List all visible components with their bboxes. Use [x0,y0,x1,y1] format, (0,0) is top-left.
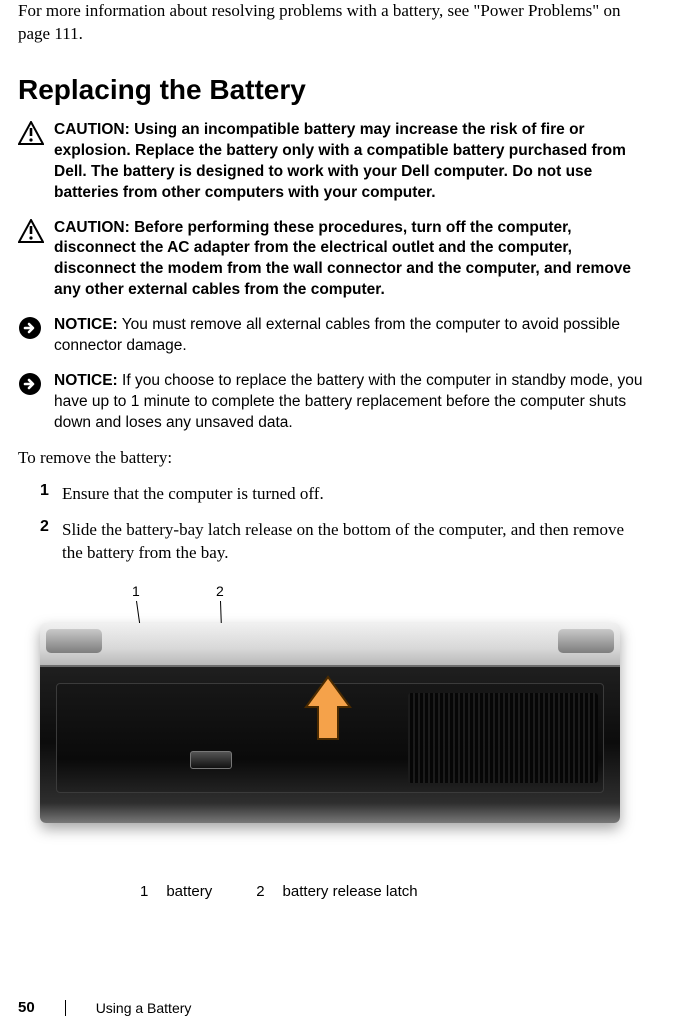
figure-callout-1: 1 [132,583,140,599]
legend-item-1: 1 battery [140,883,212,900]
caution-1-text: CAUTION: Using an incompatible battery m… [54,120,648,204]
notice-icon [18,316,48,345]
laptop-bottom-illustration [40,623,620,823]
page-number: 50 [18,999,35,1016]
caution-icon [18,121,48,150]
battery-release-latch [190,751,232,769]
page-footer: 50 Using a Battery [18,999,191,1016]
figure-callout-2: 2 [216,583,224,599]
step-number: 1 [40,482,62,506]
caution-2-text: CAUTION: Before performing these procedu… [54,218,648,302]
vent-grille [408,693,598,783]
caution-icon [18,219,48,248]
laptop-edge [40,623,620,667]
caution-2: CAUTION: Before performing these procedu… [18,218,648,302]
section-heading: Replacing the Battery [18,74,648,106]
caution-1: CAUTION: Using an incompatible battery m… [18,120,648,204]
notice-2-text: NOTICE: If you choose to replace the bat… [54,371,648,434]
legend-label: battery [166,883,212,900]
legend-item-2: 2 battery release latch [256,883,417,900]
notice-icon [18,372,48,401]
notice-1-text: NOTICE: You must remove all external cab… [54,315,648,357]
intro-paragraph: For more information about resolving pro… [18,0,648,46]
legend-num: 1 [140,883,148,900]
step-2: 2 Slide the battery-bay latch release on… [18,518,648,566]
step-1: 1 Ensure that the computer is turned off… [18,482,648,506]
notice-2: NOTICE: If you choose to replace the bat… [18,371,648,434]
hinge-left [46,629,102,653]
figure-legend: 1 battery 2 battery release latch [140,883,630,900]
hinge-right [558,629,614,653]
notice-1: NOTICE: You must remove all external cab… [18,315,648,357]
figure-callouts: 1 2 [40,583,630,623]
arrow-up-icon [302,673,354,745]
step-number: 2 [40,518,62,566]
instruction-lead: To remove the battery: [18,448,648,468]
legend-num: 2 [256,883,264,900]
legend-label: battery release latch [283,883,418,900]
footer-divider [65,1000,66,1016]
section-name: Using a Battery [96,1000,192,1016]
figure: 1 2 1 battery 2 battery release latch [40,583,630,900]
step-text: Slide the battery-bay latch release on t… [62,518,648,566]
step-text: Ensure that the computer is turned off. [62,482,648,506]
